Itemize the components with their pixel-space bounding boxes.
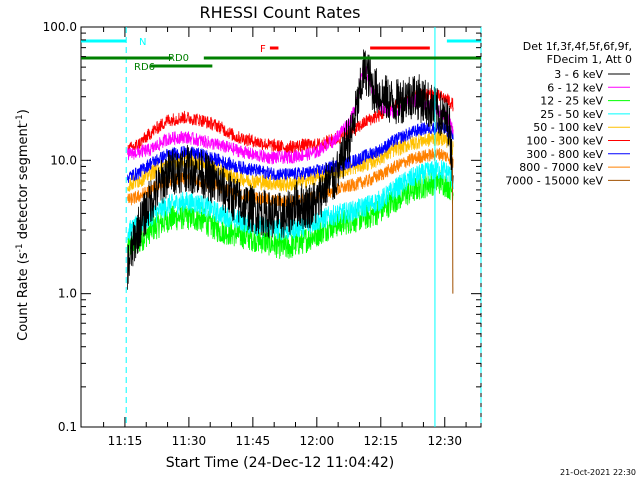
legend: Det 1f,3f,4f,5f,6f,9f, FDecim 1, Att 0 3… (505, 40, 632, 187)
status-bar-label-rd0: RD0 (168, 53, 189, 64)
x-tick-label: 11:15 (108, 434, 143, 448)
y-axis-label-sup2: -1 (15, 114, 25, 123)
legend-label: 7000 - 15000 keV (505, 174, 603, 187)
status-bar-label-f: F (260, 44, 266, 55)
legend-label: 50 - 100 keV (533, 121, 603, 134)
legend-label: 100 - 300 keV (526, 135, 603, 148)
y-axis-label-main: Count Rate (s (16, 252, 31, 341)
x-tick-label: 12:30 (427, 434, 462, 448)
legend-label: 3 - 6 keV (554, 68, 603, 81)
series-layer (128, 50, 454, 294)
status-bar-label-n: N (139, 37, 146, 48)
legend-label: 25 - 50 keV (540, 108, 603, 121)
legend-header-line-2: FDecim 1, Att 0 (547, 53, 632, 66)
legend-label: 12 - 25 keV (540, 95, 603, 108)
axis-layer: 0.1 1.0 10.0 100.0 11:15 11:30 11:45 12:00 12:15… (43, 20, 481, 448)
y-axis-label: Count Rate (s-1 detector segment-1) (15, 109, 31, 341)
x-tick-label: 12:15 (363, 434, 398, 448)
y-tick-label: 0.1 (58, 420, 77, 434)
legend-label: 6 - 12 keV (547, 81, 603, 94)
status-bar-label-rd6: RD6 (134, 62, 155, 73)
y-tick-label: 10.0 (50, 153, 77, 167)
footer-date: 21-Oct-2021 22:30 (560, 468, 636, 477)
y-tick-label: 100.0 (43, 20, 77, 34)
status-bar-layer: N RD0 RD6 F (81, 37, 481, 73)
y-axis-label-end: ) (16, 109, 31, 114)
plot-area: N RD0 RD6 F 0.1 1.0 10.0 100.0 11:15 11:30 11:45 1… (43, 20, 481, 448)
y-axis-label-mid: detector segment (16, 123, 31, 243)
y-tick-label: 1.0 (58, 287, 77, 301)
legend-header-line-1: Det 1f,3f,4f,5f,6f,9f, (523, 40, 632, 53)
legend-label: 300 - 800 keV (526, 148, 603, 161)
legend-label: 800 - 7000 keV (519, 161, 603, 174)
x-axis-label: Start Time (24-Dec-12 11:04:42) (166, 455, 394, 471)
x-tick-label: 11:45 (236, 434, 271, 448)
x-tick-label: 11:30 (172, 434, 207, 448)
chart-title: RHESSI Count Rates (200, 3, 361, 22)
y-axis-label-sup1: -1 (15, 243, 25, 252)
x-tick-label: 12:00 (300, 434, 335, 448)
